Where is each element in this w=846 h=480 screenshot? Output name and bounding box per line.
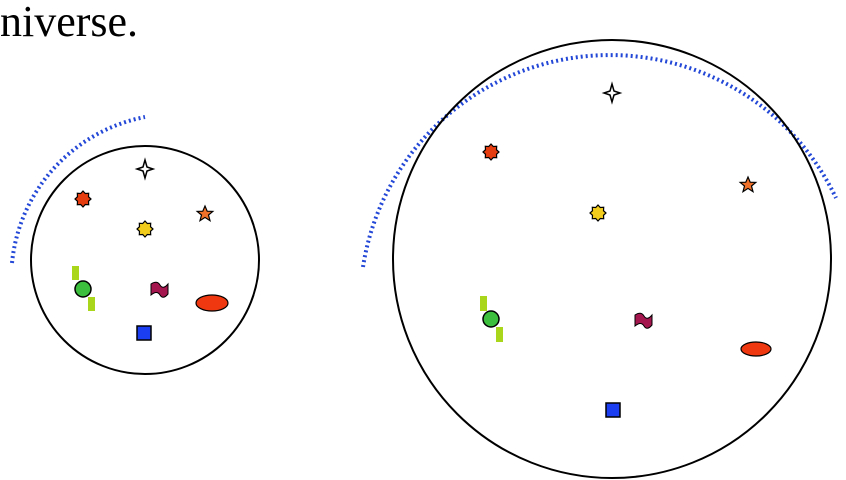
red-burst-icon: [482, 143, 500, 161]
small-universe-expansion-arc: [10, 115, 146, 264]
blue-square-icon: [136, 325, 152, 341]
lime-bar-bottom: [496, 327, 503, 342]
yellow-burst-icon: [589, 204, 607, 222]
sparkle-icon: [601, 81, 623, 105]
maroon-flag-icon: [150, 281, 169, 298]
blue-square-icon: [605, 402, 621, 418]
sparkle-icon: [134, 157, 156, 181]
small-universe: [10, 115, 260, 375]
red-burst-icon: [74, 190, 92, 208]
orange-star-icon: [738, 175, 758, 193]
caption-text: niverse.: [0, 0, 139, 46]
large-universe: [361, 39, 838, 479]
orange-star-icon: [195, 204, 215, 222]
green-circle-icon: [74, 280, 92, 298]
small-universe-boundary: [30, 145, 260, 375]
lime-bar-top: [72, 266, 79, 280]
yellow-burst-icon: [136, 220, 154, 238]
large-universe-boundary: [392, 39, 832, 479]
red-ellipse-icon: [195, 294, 229, 312]
maroon-flag-icon: [634, 312, 653, 329]
large-universe-expansion-arc: [361, 53, 838, 268]
lime-bar-top: [480, 296, 487, 311]
red-ellipse-icon: [740, 341, 772, 357]
green-circle-icon: [482, 310, 500, 328]
lime-bar-bottom: [88, 297, 95, 311]
